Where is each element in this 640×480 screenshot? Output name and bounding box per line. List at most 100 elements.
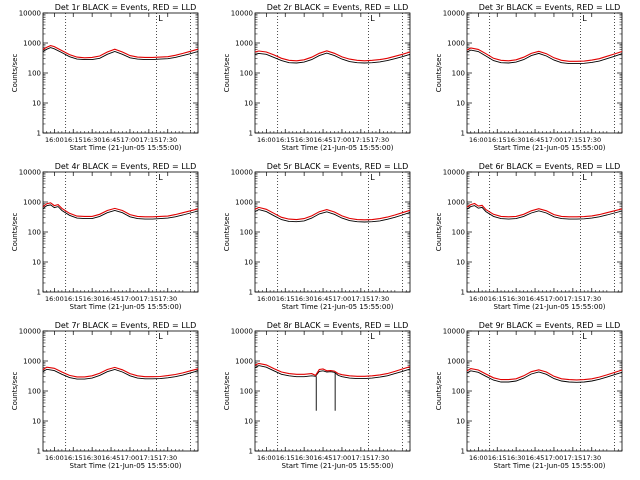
series-line-lld [466, 368, 623, 381]
x-tick-label: 17:00 [121, 295, 140, 303]
plot-frame [254, 330, 411, 452]
y-tick-label: 10000 [443, 10, 465, 18]
y-axis-label: Counts/sec [11, 54, 19, 93]
panel-det-7: Det 7r BLACK = Events, RED = LLD 1 10 100 10… [11, 321, 199, 470]
y-tick-label: 100 [452, 70, 465, 78]
series-line-events [254, 209, 411, 223]
series-line-events [254, 52, 411, 64]
y-axis-label: Counts/sec [435, 213, 443, 252]
interval-marker-label: L [158, 14, 163, 23]
y-tick-label: 1 [249, 130, 253, 138]
y-tick-label: 10 [32, 100, 41, 108]
x-tick-label: 16:30 [507, 454, 526, 462]
y-tick-label: 1 [461, 448, 465, 456]
panel-det-3: Det 3r BLACK = Events, RED = LLD 1 10 100 10… [435, 3, 623, 152]
panel-title: Det 2r BLACK = Events, RED = LLD [267, 3, 409, 12]
plot-frame [42, 12, 199, 134]
x-axis-label: Start Time (21-Jun-05 15:55:00) [282, 303, 394, 311]
y-tick-label: 1 [249, 448, 253, 456]
panel-det-6: Det 6r BLACK = Events, RED = LLD 1 10 100 10… [435, 162, 623, 311]
x-tick-label: 16:15 [488, 136, 507, 144]
y-tick-label: 10000 [19, 169, 41, 177]
x-tick-label: 16:45 [314, 136, 333, 144]
series-line-events [42, 47, 199, 61]
y-tick-label: 1000 [447, 40, 465, 48]
x-tick-label: 17:15 [351, 136, 370, 144]
interval-marker-label: L [370, 332, 375, 341]
y-axis-label: Counts/sec [11, 213, 19, 252]
y-tick-label: 100 [28, 388, 41, 396]
x-tick-label: 17:00 [545, 136, 564, 144]
x-tick-label: 16:45 [314, 295, 333, 303]
panel-title: Det 6r BLACK = Events, RED = LLD [479, 162, 621, 171]
interval-marker-label: L [582, 173, 587, 182]
panel-det-4: Det 4r BLACK = Events, RED = LLD 1 10 100 10… [11, 162, 199, 311]
y-tick-label: 1000 [447, 358, 465, 366]
x-tick-label: 17:30 [582, 295, 601, 303]
y-tick-label: 1000 [23, 40, 41, 48]
x-tick-label: 16:00 [45, 136, 64, 144]
y-axis-label: Counts/sec [223, 213, 231, 252]
series-line-events [466, 49, 623, 65]
x-tick-label: 17:15 [139, 454, 158, 462]
x-tick-label: 17:15 [351, 295, 370, 303]
series-line-lld [254, 50, 411, 62]
x-tick-label: 17:15 [563, 454, 582, 462]
y-tick-label: 100 [240, 70, 253, 78]
panel-det-9: Det 9r BLACK = Events, RED = LLD 1 10 100 10… [435, 321, 623, 470]
y-tick-label: 10000 [231, 169, 253, 177]
y-axis-label: Counts/sec [11, 372, 19, 411]
x-axis-label: Start Time (21-Jun-05 15:55:00) [70, 303, 182, 311]
x-axis-label: Start Time (21-Jun-05 15:55:00) [70, 462, 182, 470]
y-tick-label: 10000 [19, 10, 41, 18]
y-tick-label: 100 [28, 70, 41, 78]
plot-frame [42, 330, 199, 452]
y-tick-label: 1 [37, 130, 41, 138]
x-tick-label: 17:00 [545, 454, 564, 462]
plot-frame [254, 12, 411, 134]
series-line-events [466, 370, 623, 383]
y-tick-label: 100 [452, 229, 465, 237]
y-tick-label: 100 [452, 388, 465, 396]
panel-det-2: Det 2r BLACK = Events, RED = LLD 1 10 100 10… [223, 3, 411, 152]
series-line-lld [42, 366, 199, 378]
series-line-events [42, 204, 199, 220]
panel-title: Det 8r BLACK = Events, RED = LLD [267, 321, 409, 330]
y-tick-label: 1000 [235, 358, 253, 366]
x-tick-label: 17:30 [370, 136, 389, 144]
x-tick-label: 16:45 [314, 454, 333, 462]
x-tick-label: 16:00 [469, 295, 488, 303]
x-tick-label: 16:30 [295, 136, 314, 144]
x-tick-label: 16:45 [526, 136, 545, 144]
y-tick-label: 10 [456, 100, 465, 108]
x-tick-label: 16:00 [45, 454, 64, 462]
y-tick-label: 10 [32, 418, 41, 426]
x-tick-label: 17:00 [333, 136, 352, 144]
x-tick-label: 16:30 [83, 136, 102, 144]
y-axis-label: Counts/sec [223, 54, 231, 93]
x-tick-label: 16:15 [276, 454, 295, 462]
x-tick-label: 16:00 [469, 136, 488, 144]
interval-marker-label: L [158, 173, 163, 182]
interval-marker-label: L [370, 14, 375, 23]
y-tick-label: 10000 [231, 10, 253, 18]
x-tick-label: 17:30 [370, 454, 389, 462]
interval-marker-label: L [582, 14, 587, 23]
y-tick-label: 1 [461, 289, 465, 297]
y-tick-label: 1000 [23, 358, 41, 366]
series-line-lld [254, 362, 411, 377]
panel-title: Det 4r BLACK = Events, RED = LLD [55, 162, 197, 171]
series-line-events [42, 368, 199, 380]
y-tick-label: 10 [244, 418, 253, 426]
x-tick-label: 16:15 [64, 136, 83, 144]
x-tick-label: 16:15 [64, 454, 83, 462]
x-tick-label: 17:30 [582, 136, 601, 144]
x-tick-label: 17:15 [351, 454, 370, 462]
series-line-lld [42, 45, 199, 59]
y-tick-label: 100 [240, 388, 253, 396]
y-tick-label: 10000 [231, 328, 253, 336]
x-tick-label: 16:15 [276, 295, 295, 303]
y-tick-label: 1 [461, 130, 465, 138]
x-tick-label: 17:30 [582, 454, 601, 462]
y-axis-label: Counts/sec [435, 372, 443, 411]
